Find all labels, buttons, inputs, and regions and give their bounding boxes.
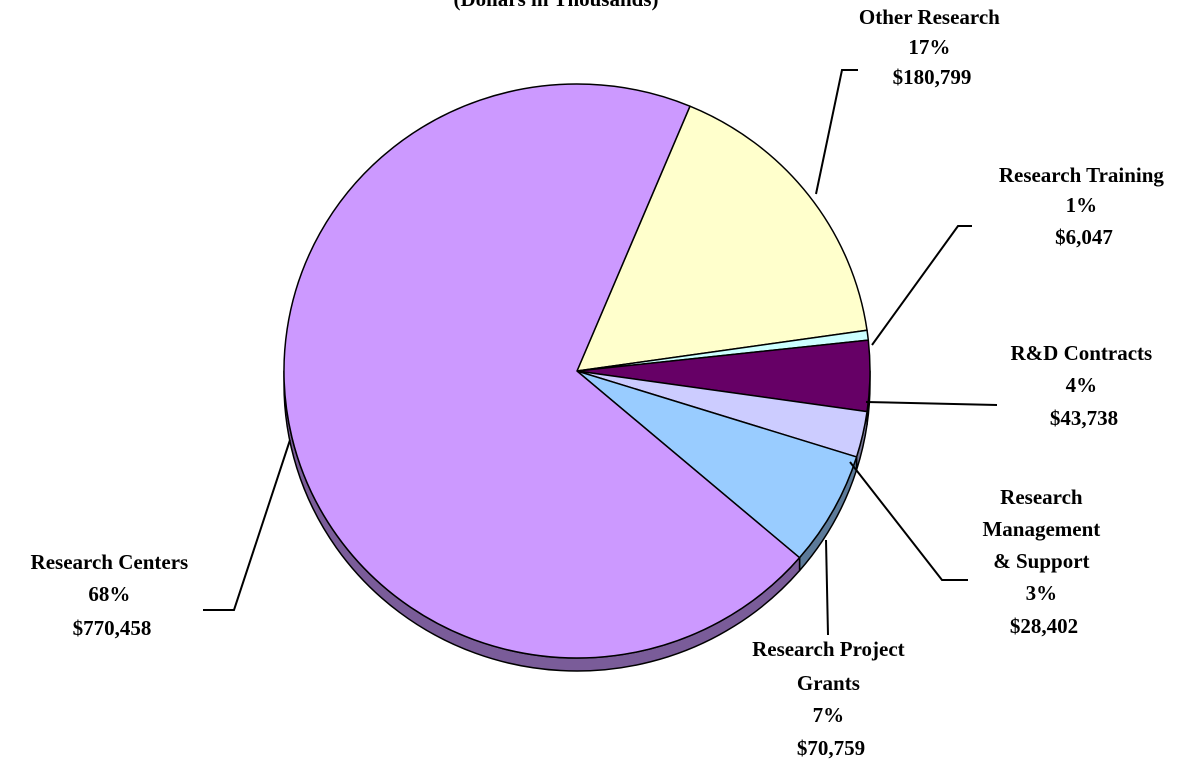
research-management-name-2: Management — [982, 517, 1100, 541]
research-management-name-3: & Support — [993, 549, 1089, 573]
other-research-name: Other Research — [859, 5, 1000, 29]
research-training-name: Research Training — [999, 163, 1165, 187]
leader-line-0 — [815, 69, 858, 195]
research-management-percent: 3% — [1026, 581, 1058, 605]
research-project-grants-name-2: Grants — [797, 671, 860, 695]
other-research-value: $180,799 — [893, 65, 972, 89]
pie-slice-other-research — [576, 105, 868, 372]
rd-contracts-percent: 4% — [1066, 373, 1098, 397]
leader-line-2 — [865, 401, 998, 406]
research-training-percent: 1% — [1066, 193, 1098, 217]
pie-slice-research-centers — [283, 83, 801, 659]
label-other-research: Other Research 17% $180,799 — [859, 5, 1005, 89]
label-research-project-grants: Research Project Grants 7% $70,759 — [752, 637, 910, 760]
pie-slice-research-project-grants — [576, 370, 858, 559]
chart-title-fragment: (Dollars in Thousands) — [453, 0, 658, 11]
leader-line-5 — [203, 439, 291, 611]
label-rd-contracts: R&D Contracts 4% $43,738 — [1011, 341, 1158, 430]
pie-leaders — [203, 69, 998, 636]
research-management-value: $28,402 — [1010, 614, 1078, 638]
leader-line-1 — [871, 225, 972, 346]
research-project-grants-name-1: Research Project — [752, 637, 905, 661]
rd-contracts-name: R&D Contracts — [1011, 341, 1153, 365]
research-centers-name: Research Centers — [31, 550, 189, 574]
label-research-management: Research Management & Support 3% $28,402 — [982, 485, 1105, 638]
label-research-training: Research Training 1% $6,047 — [999, 163, 1169, 249]
other-research-percent: 17% — [908, 35, 950, 59]
research-centers-value: $770,458 — [73, 616, 152, 640]
rd-contracts-value: $43,738 — [1050, 406, 1118, 430]
pie-slices — [283, 83, 871, 659]
leader-line-3 — [849, 461, 968, 581]
research-training-value: $6,047 — [1055, 225, 1113, 249]
research-project-grants-value: $70,759 — [797, 736, 865, 760]
research-project-grants-percent: 7% — [813, 703, 845, 727]
research-management-name-1: Research — [1000, 485, 1083, 509]
leader-line-4 — [825, 539, 829, 636]
label-research-centers: Research Centers 68% $770,458 — [31, 550, 194, 640]
research-centers-percent: 68% — [88, 582, 130, 606]
